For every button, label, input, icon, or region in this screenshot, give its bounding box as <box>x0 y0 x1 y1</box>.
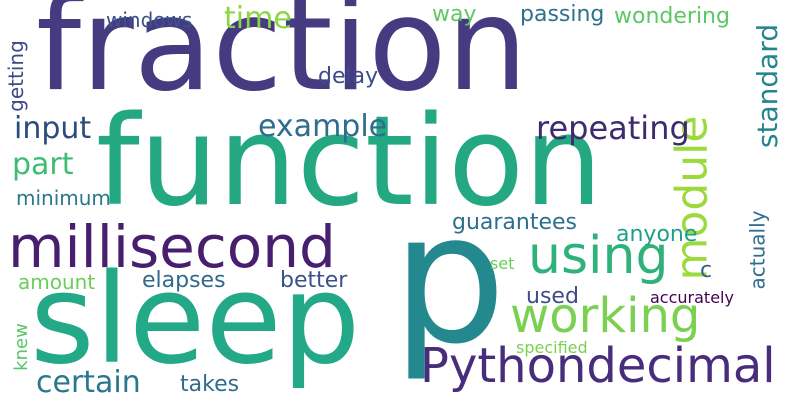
word-knew: knew <box>10 323 32 371</box>
word-time: time <box>224 1 292 36</box>
word-certain: certain <box>36 365 141 400</box>
word-minimum: minimum <box>16 186 111 210</box>
word-pythondecimal: Pythondecimal <box>420 338 776 394</box>
word-example: example <box>258 109 388 144</box>
word-accurately: accurately <box>650 288 734 307</box>
word-sleep: sleep <box>30 248 361 392</box>
word-passing: passing <box>520 2 605 27</box>
word-fraction: fraction <box>36 0 528 120</box>
word-millisecond: millisecond <box>8 213 336 281</box>
word-way: way <box>432 2 477 27</box>
word-input: input <box>14 111 92 146</box>
word-set: set <box>490 254 515 273</box>
word-function: function <box>96 90 603 234</box>
word-repeating: repeating <box>536 109 690 147</box>
word-standard: standard <box>751 23 785 149</box>
word-c: c <box>700 258 713 283</box>
word-anyone: anyone <box>616 222 698 247</box>
word-delay: delay <box>318 64 379 89</box>
word-better: better <box>280 268 348 293</box>
word-takes: takes <box>180 372 240 397</box>
word-used: used <box>526 284 579 309</box>
word-specified: specified <box>516 338 588 357</box>
word-windows: windows <box>106 8 193 32</box>
word-getting: getting <box>3 40 28 112</box>
word-elapses: elapses <box>142 268 226 293</box>
word-actually: actually <box>745 210 770 290</box>
word-amount: amount <box>18 270 96 294</box>
word-working: working <box>510 288 701 344</box>
word-wondering: wondering <box>614 4 730 29</box>
word-guarantees: guarantees <box>452 210 578 235</box>
word-part: part <box>12 147 74 182</box>
word-p: p <box>392 175 507 384</box>
word-using: using <box>528 226 669 286</box>
